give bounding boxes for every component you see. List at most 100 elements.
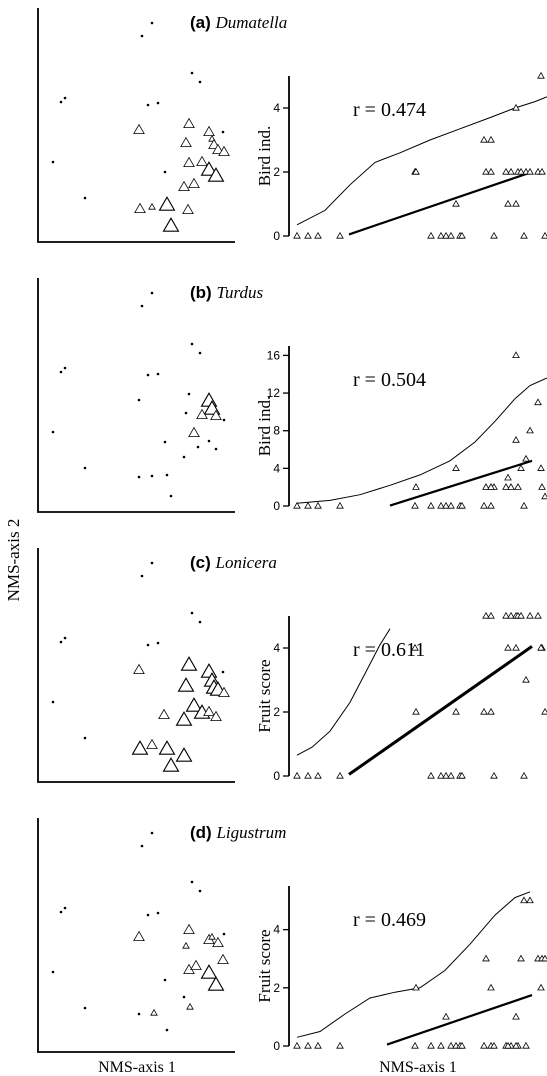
site-triangle xyxy=(200,161,218,176)
site-dot xyxy=(63,366,67,370)
r-value: r = 0.474 xyxy=(353,99,426,121)
data-point xyxy=(447,501,455,509)
data-point xyxy=(526,426,534,434)
data-point xyxy=(482,611,490,619)
data-point xyxy=(487,611,495,619)
data-point xyxy=(314,1041,322,1049)
data-point xyxy=(507,611,515,619)
data-point xyxy=(517,611,525,619)
site-dot xyxy=(51,160,55,164)
panel-title: (a) Dumatella xyxy=(190,13,287,32)
data-point xyxy=(490,1041,498,1049)
site-dot xyxy=(156,101,160,105)
site-triangle xyxy=(218,145,230,157)
data-point xyxy=(314,231,322,239)
ordination-axes xyxy=(37,548,235,783)
data-point xyxy=(442,501,450,509)
data-point xyxy=(427,1041,435,1049)
site-triangle xyxy=(203,705,215,716)
data-point xyxy=(427,231,435,239)
ordination-axes xyxy=(37,8,235,243)
regression-line xyxy=(386,994,533,1046)
data-point xyxy=(512,1012,520,1020)
data-point xyxy=(412,707,420,715)
regression-line xyxy=(348,170,533,236)
y-tick-label: 2 xyxy=(273,981,280,995)
data-point xyxy=(502,483,510,490)
data-point xyxy=(442,231,450,239)
data-point xyxy=(411,643,419,651)
data-point xyxy=(541,492,547,500)
data-point xyxy=(490,231,498,239)
data-point xyxy=(437,501,445,509)
site-dot xyxy=(187,392,191,396)
site-dot xyxy=(196,445,200,449)
site-triangle xyxy=(148,202,156,210)
data-point xyxy=(520,771,528,779)
panel-title: (c) Lonicera xyxy=(190,553,277,572)
site-triangle xyxy=(180,136,192,148)
site-dot xyxy=(182,455,186,459)
data-point xyxy=(490,771,498,779)
data-point xyxy=(293,1041,301,1049)
site-dot xyxy=(198,351,202,355)
data-point xyxy=(538,483,546,490)
data-point xyxy=(502,611,510,619)
site-dot xyxy=(163,978,167,982)
data-point xyxy=(526,896,534,904)
data-point xyxy=(514,483,522,490)
data-point xyxy=(447,231,455,239)
site-triangle xyxy=(212,936,224,947)
data-point xyxy=(336,771,344,779)
data-point xyxy=(537,983,545,991)
site-dot xyxy=(63,906,67,910)
panel-letter: (c) xyxy=(190,553,216,572)
site-triangle xyxy=(196,408,208,420)
data-point xyxy=(522,454,530,462)
site-triangle xyxy=(218,686,230,697)
site-dot xyxy=(156,372,160,376)
site-dot xyxy=(156,641,160,645)
data-point xyxy=(522,675,530,683)
data-point xyxy=(504,199,512,207)
site-dot xyxy=(198,80,202,84)
site-triangle xyxy=(207,976,225,991)
panel-b: (b) Turdus 0 4 8 12 16 Bird ind. r = 0.504 xyxy=(37,278,547,513)
data-point xyxy=(534,398,542,406)
data-point xyxy=(304,1041,312,1049)
data-point xyxy=(437,1041,445,1049)
site-dot xyxy=(140,304,144,308)
data-point xyxy=(512,351,520,359)
panel-c: (c) Lonicera 0 2 4 Fruit score r = 0.611 xyxy=(37,548,547,783)
data-point xyxy=(304,771,312,779)
data-point xyxy=(452,199,460,207)
data-point xyxy=(504,1041,512,1049)
x-axis-label-left: NMS-axis 1 xyxy=(98,1059,176,1076)
y-tick-label: 16 xyxy=(267,348,281,362)
data-point xyxy=(507,483,515,490)
site-triangle xyxy=(203,125,215,137)
site-dot xyxy=(150,831,154,835)
data-point xyxy=(520,501,528,509)
data-point xyxy=(480,1041,488,1049)
r-value: r = 0.504 xyxy=(353,369,426,391)
data-point xyxy=(304,231,312,239)
data-point xyxy=(314,501,322,509)
site-dot xyxy=(207,439,211,443)
data-point xyxy=(293,231,301,239)
site-dot xyxy=(165,473,169,477)
data-point xyxy=(512,103,520,111)
site-dot xyxy=(163,440,167,444)
site-dot xyxy=(83,736,87,740)
data-point xyxy=(537,71,545,79)
data-point xyxy=(538,167,546,175)
y-axis-title: Fruit score xyxy=(255,659,274,732)
data-point xyxy=(512,199,520,207)
data-point xyxy=(480,135,488,143)
site-dot xyxy=(198,620,202,624)
data-point xyxy=(487,983,495,991)
site-dot xyxy=(182,995,186,999)
data-point xyxy=(517,167,525,175)
data-point xyxy=(427,771,435,779)
